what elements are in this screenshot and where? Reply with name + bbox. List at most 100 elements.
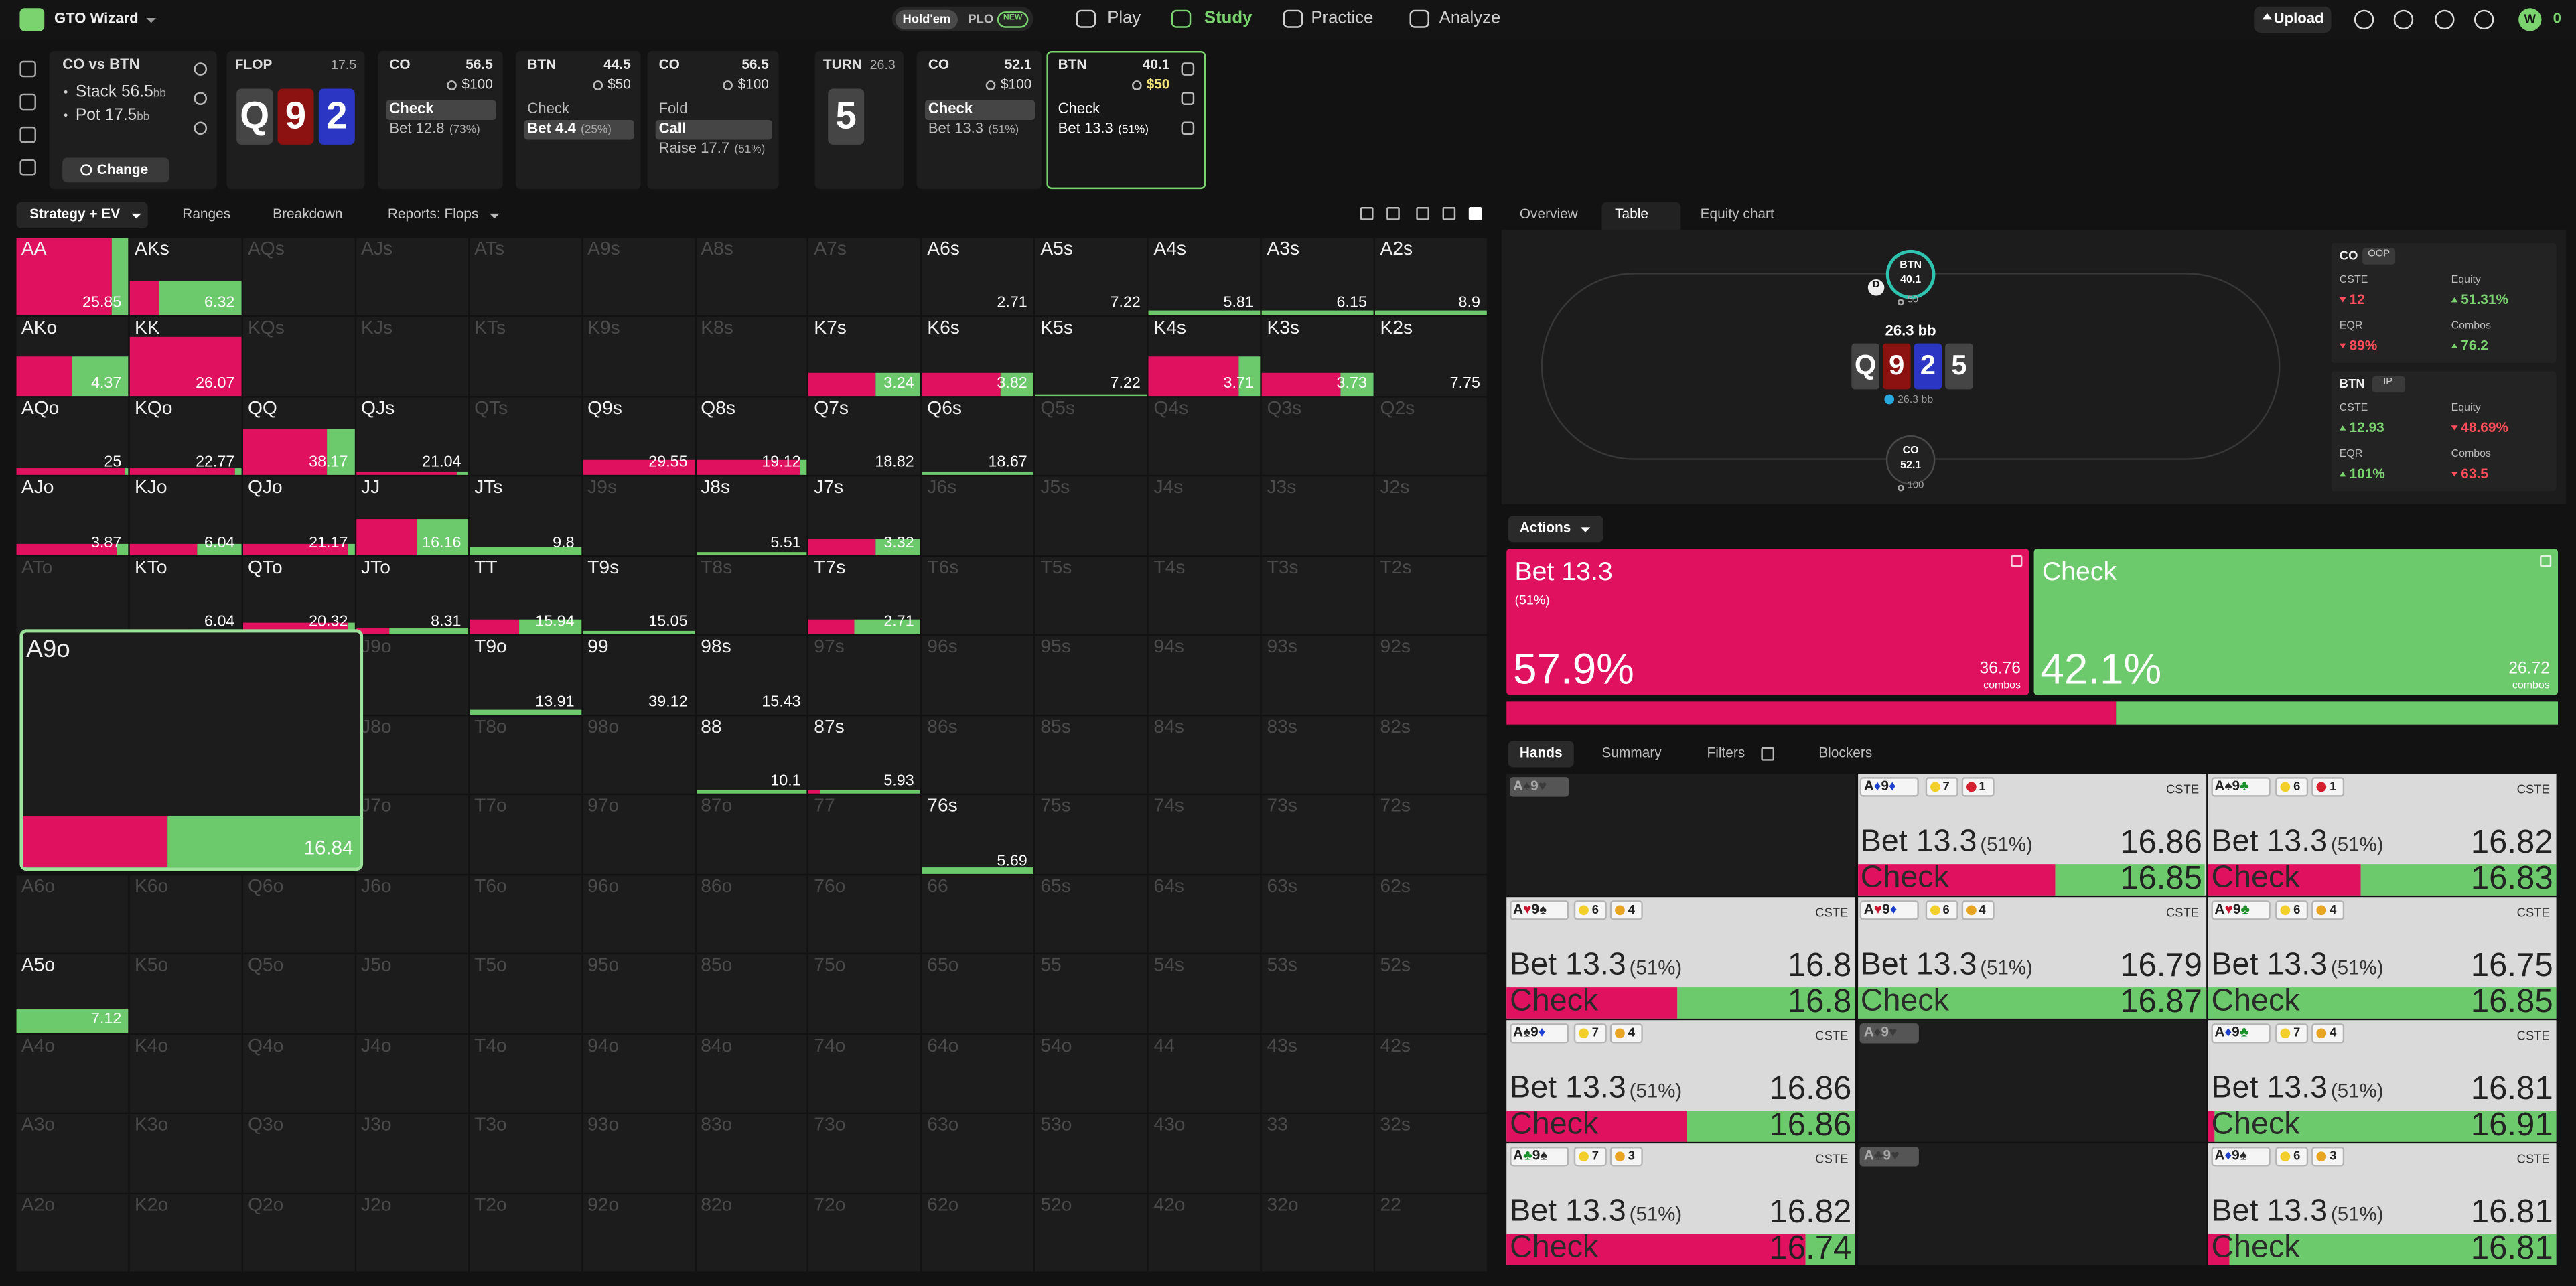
hand-cell[interactable] <box>356 1034 468 1113</box>
hand-cell[interactable] <box>1035 1034 1147 1113</box>
hand-cell[interactable] <box>469 238 581 317</box>
hand-cell[interactable] <box>469 954 581 1033</box>
hand-cell[interactable] <box>1262 1194 1374 1272</box>
hand-cell[interactable] <box>922 1034 1034 1113</box>
hand-cell[interactable] <box>582 954 695 1033</box>
hand-cell[interactable] <box>922 954 1034 1033</box>
menu-item[interactable]: Play <box>1107 8 1141 29</box>
hand-cell[interactable] <box>129 1194 242 1272</box>
player-card[interactable] <box>378 51 503 190</box>
hand-cell[interactable] <box>1035 875 1147 953</box>
hand-cell[interactable] <box>1149 715 1261 794</box>
hand-cell[interactable] <box>922 477 1034 555</box>
hand-cell[interactable] <box>1375 557 1487 635</box>
hand-cell[interactable] <box>1375 636 1487 715</box>
hand-cell[interactable] <box>356 715 468 794</box>
hand-cell[interactable] <box>242 1114 355 1192</box>
analysis-tab[interactable]: Overview <box>1519 206 1578 223</box>
hands-tab[interactable]: Hands <box>1519 745 1563 762</box>
hand-cell[interactable] <box>469 397 581 476</box>
hand-cell[interactable] <box>1149 954 1261 1033</box>
view-toggle[interactable] <box>1468 207 1482 220</box>
hand-cell[interactable] <box>356 875 468 953</box>
hand-cell[interactable] <box>808 1034 921 1113</box>
game-tab[interactable]: Hold'em <box>902 11 951 26</box>
hand-cell[interactable] <box>1375 1034 1487 1113</box>
hand-cell[interactable] <box>469 875 581 953</box>
hand-cell[interactable] <box>356 1114 468 1192</box>
game-tab[interactable]: PLO <box>968 11 994 26</box>
hand-cell[interactable] <box>582 238 695 317</box>
hand-cell[interactable] <box>1375 1114 1487 1192</box>
hand-cell[interactable] <box>1149 1194 1261 1272</box>
hand-cell[interactable] <box>129 1034 242 1113</box>
hand-cell[interactable] <box>695 954 808 1033</box>
hand-cell[interactable] <box>922 795 1034 874</box>
hand-cell[interactable] <box>242 954 355 1033</box>
hand-cell[interactable] <box>1035 954 1147 1033</box>
hand-cell[interactable] <box>1262 1034 1374 1113</box>
hand-cell[interactable] <box>1149 795 1261 874</box>
hand-cell[interactable] <box>1375 238 1487 317</box>
hand-cell[interactable] <box>469 1194 581 1272</box>
hand-cell[interactable] <box>242 1194 355 1272</box>
toolbar-item[interactable]: Breakdown <box>273 206 343 223</box>
hand-cell[interactable] <box>695 875 808 953</box>
hand-cell[interactable] <box>1375 317 1487 396</box>
hand-cell[interactable] <box>808 715 921 794</box>
hand-cell[interactable] <box>582 715 695 794</box>
hand-cell[interactable] <box>695 795 808 874</box>
hand-cell[interactable] <box>1035 397 1147 476</box>
hand-cell[interactable] <box>808 636 921 715</box>
hand-cell[interactable] <box>469 636 581 715</box>
tool-icon[interactable] <box>19 93 36 111</box>
hand-cell[interactable] <box>1035 715 1147 794</box>
hand-cell[interactable] <box>129 397 242 476</box>
hand-cell[interactable] <box>1035 557 1147 635</box>
hand-cell[interactable] <box>1149 397 1261 476</box>
hand-cell[interactable] <box>582 795 695 874</box>
hand-cell[interactable] <box>922 397 1034 476</box>
view-toggle[interactable] <box>1442 207 1456 220</box>
player-card[interactable] <box>1046 51 1206 190</box>
hand-cell[interactable] <box>582 477 695 555</box>
view-toggle[interactable] <box>1386 207 1400 220</box>
hand-cell[interactable] <box>1375 954 1487 1033</box>
hand-cell[interactable] <box>16 397 129 476</box>
hand-cell[interactable] <box>1035 477 1147 555</box>
hand-cell[interactable] <box>242 317 355 396</box>
logo[interactable] <box>19 8 45 31</box>
hand-cell[interactable] <box>695 636 808 715</box>
hand-cell[interactable] <box>356 317 468 396</box>
hand-cell[interactable] <box>469 1034 581 1113</box>
hand-cell[interactable] <box>808 795 921 874</box>
hand-cell[interactable] <box>1149 1114 1261 1192</box>
hand-cell[interactable] <box>582 1034 695 1113</box>
hand-cell[interactable] <box>922 715 1034 794</box>
hand-cell[interactable] <box>695 477 808 555</box>
analysis-tab[interactable]: Table <box>1615 206 1648 223</box>
hand-cell[interactable] <box>1262 1114 1374 1192</box>
hand-cell[interactable] <box>129 557 242 635</box>
hand-cell[interactable] <box>356 636 468 715</box>
hand-cell[interactable] <box>1375 795 1487 874</box>
menu-item[interactable]: Analyze <box>1439 8 1501 29</box>
hand-cell[interactable] <box>16 1114 129 1192</box>
hand-cell[interactable] <box>1035 317 1147 396</box>
hand-cell[interactable] <box>1375 875 1487 953</box>
hand-cell[interactable] <box>469 1114 581 1192</box>
hand-cell[interactable] <box>1035 238 1147 317</box>
hand-cell[interactable] <box>808 875 921 953</box>
hands-tab[interactable]: Blockers <box>1818 745 1873 762</box>
hand-cell[interactable] <box>582 875 695 953</box>
hand-cell[interactable] <box>129 954 242 1033</box>
analysis-tab[interactable]: Equity chart <box>1700 206 1774 223</box>
hand-cell[interactable] <box>808 1194 921 1272</box>
hand-cell[interactable] <box>129 1114 242 1192</box>
hand-cell[interactable] <box>1262 875 1374 953</box>
hand-cell[interactable] <box>695 238 808 317</box>
hand-cell[interactable] <box>695 1194 808 1272</box>
hand-cell[interactable] <box>16 477 129 555</box>
hand-cell[interactable] <box>1375 1194 1487 1272</box>
hand-cell[interactable] <box>1149 238 1261 317</box>
